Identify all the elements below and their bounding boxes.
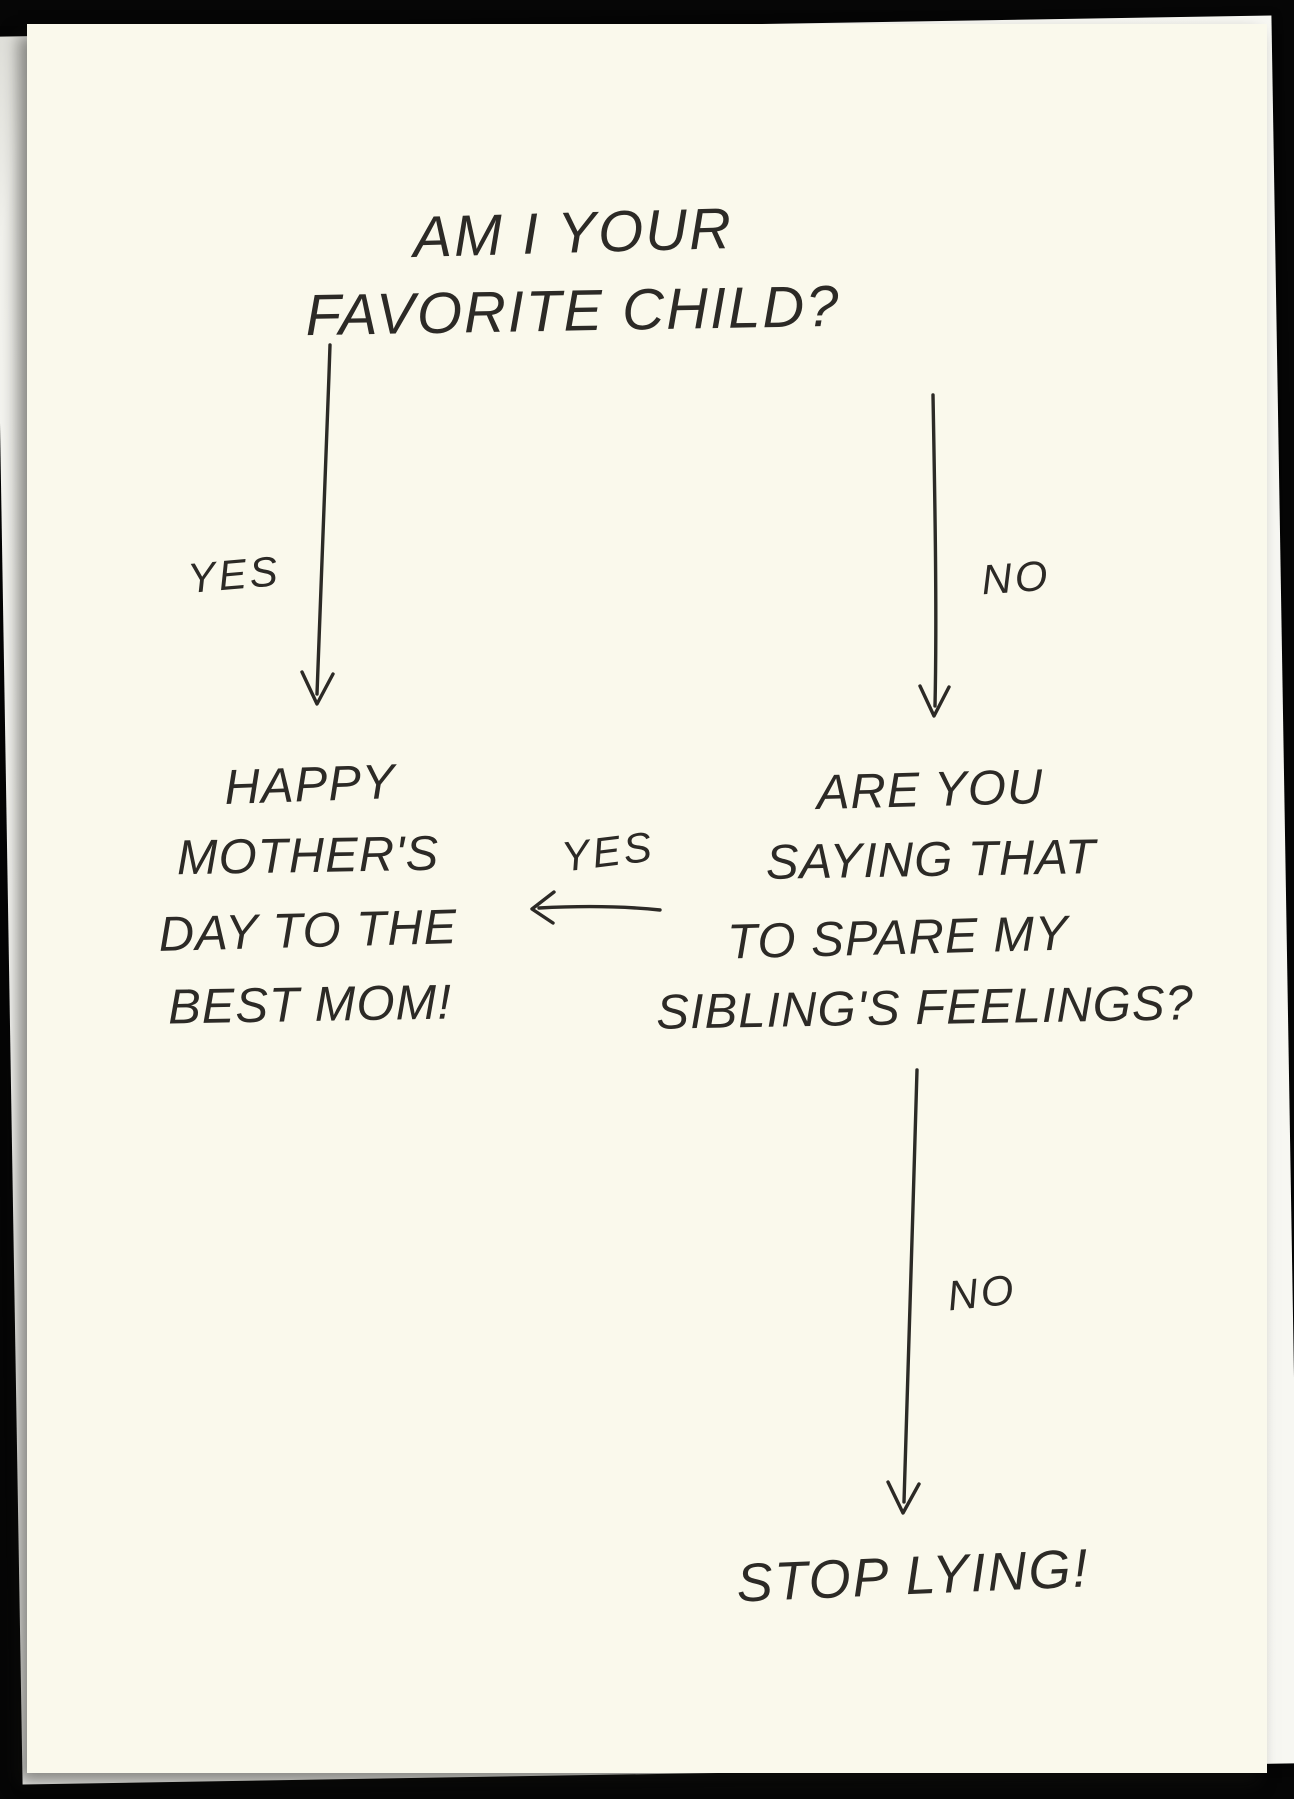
sibling-node-line-1: ARE YOU — [815, 760, 1045, 820]
no-arrow — [918, 393, 951, 718]
no-branch-label: NO — [979, 551, 1053, 604]
happy-node-line-3: DAY TO THE — [158, 900, 458, 962]
sibling-node-line-3: TO SPARE MY — [726, 906, 1070, 970]
question-node-line-1: AM I YOUR — [412, 196, 734, 270]
sibling-node-line-2: SAYING THAT — [765, 830, 1097, 890]
question-node-line-2: FAVORITE CHILD? — [305, 273, 841, 349]
sibling-no-label: NO — [945, 1265, 1019, 1320]
sibling-no-arrow — [886, 1068, 921, 1515]
yes-arrow — [300, 343, 335, 706]
happy-node-line-4: BEST MOM! — [167, 975, 453, 1035]
flowchart-arrows — [300, 343, 951, 1515]
sibling-node-line-4: SIBLING'S FEELINGS? — [655, 976, 1195, 1040]
happy-node-line-1: HAPPY — [223, 755, 397, 815]
greeting-card-front: AM I YOUR FAVORITE CHILD? YES NO HAPPY M… — [27, 24, 1267, 1773]
yes-branch-label: YES — [185, 547, 283, 602]
sibling-yes-arrow — [530, 890, 662, 925]
happy-node-line-2: MOTHER'S — [176, 826, 440, 886]
